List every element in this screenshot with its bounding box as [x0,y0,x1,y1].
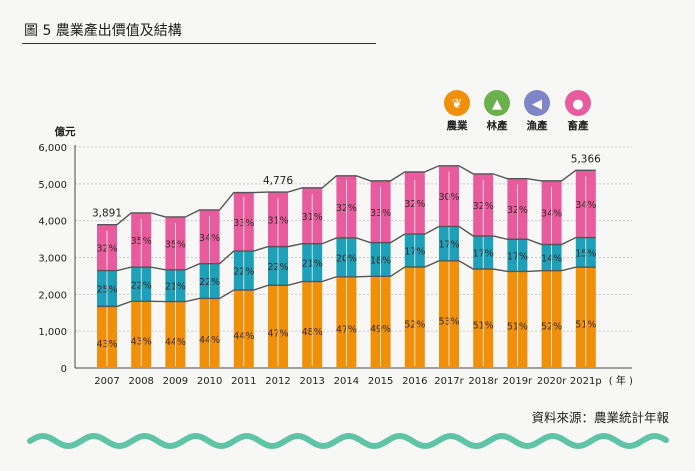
legend-label: 農業 [447,119,468,132]
x-axis-unit: ( 年 ) [609,374,633,387]
fish-icon [524,90,550,116]
boundary-line [97,225,596,272]
x-tick-label: 2009 [163,376,188,387]
y-tick-label: 5,000 [38,180,67,191]
x-tick-label: 2016 [402,376,427,387]
total-label: 3,891 [92,208,122,220]
x-tick-label: 2007 [94,376,119,387]
x-tick-label: 2017r [434,376,464,387]
y-tick-label: 6,000 [38,143,67,154]
y-tick-label: 3,000 [38,254,67,265]
x-tick-label: 2008 [128,376,153,387]
x-tick-label: 2011 [231,376,256,387]
legend-label: 畜產 [568,119,589,132]
x-tick-label: 2014 [334,376,359,387]
legend-glyph: ◀ [532,97,542,112]
y-tick-label: 4,000 [38,217,67,228]
x-tick-label: 2018r [468,376,498,387]
x-tick-label: 2019r [503,376,533,387]
tree-icon [484,90,510,116]
boundary-line [97,165,596,226]
legend-glyph: ▲ [492,97,502,112]
x-tick-label: 2012 [265,376,290,387]
legend-item: ● 畜產 [565,90,591,132]
wheat-icon [444,90,470,116]
pig-icon [565,90,591,116]
legend-item: ▲ 林產 [484,90,510,132]
total-label: 4,776 [263,175,293,187]
total-label: 5,366 [571,153,601,165]
y-axis-label: 億元 [55,125,76,138]
figure-title: 圖 5 農業產出價值及結構 [24,23,182,39]
legend-glyph: ❦ [452,97,463,112]
x-tick-label: 2021p [570,376,602,387]
y-tick-label: 2,000 [38,290,67,301]
legend-label: 林產 [487,119,508,132]
legend-item: ◀ 漁產 [524,90,550,132]
x-tick-label: 2020r [537,376,567,387]
x-tick-label: 2010 [197,376,222,387]
y-tick-label: 0 [61,364,67,375]
legend-item: ❦ 農業 [444,90,470,132]
source-note: 資料來源：農業統計年報 [531,410,669,425]
x-tick-label: 2013 [299,376,324,387]
legend-label: 漁產 [527,119,548,132]
title-underline [22,43,376,44]
y-tick-label: 1,000 [38,327,67,338]
x-tick-label: 2015 [368,376,393,387]
decorative-wave [27,432,669,450]
legend-glyph: ● [572,97,583,112]
boundary-line [97,260,596,308]
